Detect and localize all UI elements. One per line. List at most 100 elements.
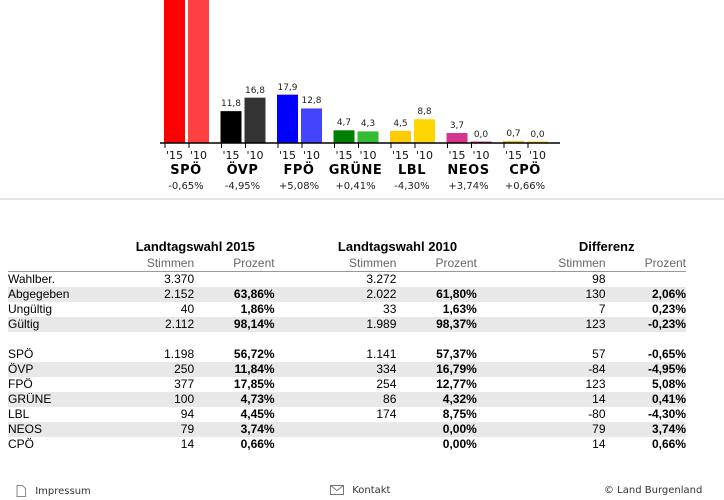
prozent-2015: 1,86% [240, 302, 275, 316]
data-label: 0,0 [473, 129, 489, 140]
stimmen-2010 [318, 422, 397, 437]
prozent-diff: 3,74% [605, 422, 686, 437]
stimmen-2015: 79 [116, 422, 195, 437]
stimmen-diff: 7 [598, 302, 606, 316]
table-row: FPÖ 377 17,85% 254 12,77% 123 5,08% [8, 377, 686, 392]
col-stimmen-2010: Stimmen [318, 256, 397, 272]
prozent-2010: 0,00% [442, 437, 477, 451]
prozent-diff: 0,23% [651, 302, 686, 316]
row-label: CPÖ [8, 437, 35, 451]
stimmen-2010: 33 [383, 302, 397, 316]
mail-icon [330, 485, 344, 495]
year-tick-label: '10 [528, 149, 547, 162]
bar-lbl-2015 [390, 130, 411, 143]
table-row: LBL 94 4,45% 174 8,75% -80 -4,30% [8, 407, 686, 422]
prozent-diff: 0,41% [605, 392, 686, 407]
data-label: 8,8 [417, 107, 432, 118]
prozent-2010: 4,32% [396, 392, 477, 407]
year-tick-label: '15 [504, 149, 523, 162]
prozent-diff: -0,65% [647, 347, 686, 361]
year-tick-label: '15 [391, 149, 410, 162]
stimmen-2015: 2.112 [116, 317, 195, 332]
chart-canvas [0, 0, 724, 200]
stimmen-diff: -84 [527, 362, 606, 377]
group-header-differenz: Differenz [578, 239, 635, 254]
bar-fpö-2015 [277, 94, 298, 143]
stimmen-diff: 123 [527, 317, 606, 332]
stimmen-2010: 3.272 [366, 272, 397, 286]
bar-spö-2010 [188, 0, 209, 143]
stimmen-diff: -80 [588, 407, 606, 421]
prozent-diff [606, 272, 686, 288]
impressum-link[interactable]: Impressum [16, 485, 91, 497]
stimmen-2010 [318, 437, 396, 452]
stimmen-2010: 174 [376, 407, 397, 421]
bar-lbl-2010 [414, 119, 435, 143]
prozent-2015: 56,72% [233, 347, 275, 361]
prozent-diff: 0,66% [651, 437, 686, 451]
results-table: Landtagswahl 2015 Landtagswahl 2010 Diff… [8, 237, 686, 452]
kontakt-label: Kontakt [352, 485, 391, 496]
stimmen-2015: 2.152 [116, 287, 195, 302]
document-icon [16, 485, 26, 497]
row-label: Abgegeben [8, 287, 117, 302]
data-label: 4,5 [393, 118, 408, 129]
table-row: GRÜNE 100 4,73% 86 4,32% 14 0,41% [8, 392, 686, 407]
prozent-2015: 63,86% [194, 287, 275, 302]
party-label: CPÖ [509, 163, 541, 178]
party-difference: +0,41% [335, 181, 376, 192]
bar-övp-2010 [244, 97, 266, 143]
prozent-2010: 8,75% [442, 407, 477, 421]
stimmen-2010: 254 [376, 377, 397, 391]
year-tick-label: '15 [165, 149, 184, 162]
prozent-2010 [396, 272, 476, 288]
kontakt-link[interactable]: Kontakt [330, 485, 390, 496]
year-tick-label: '10 [189, 149, 208, 162]
bar-spö-2015 [164, 0, 185, 143]
table-row: SPÖ 1.198 56,72% 1.141 57,37% 57 -0,65% [8, 347, 686, 362]
impressum-label: Impressum [35, 486, 91, 497]
col-stimmen-2015: Stimmen [116, 256, 195, 272]
party-label: FPÖ [283, 163, 315, 178]
data-label: 17,9 [277, 82, 298, 93]
stimmen-diff: 14 [592, 437, 606, 451]
year-tick-label: '15 [222, 149, 240, 162]
row-label: Gültig [8, 317, 117, 332]
group-header-2010: Landtagswahl 2010 [337, 239, 458, 254]
year-tick-label: '15 [278, 149, 297, 162]
table-row: Ungültig 40 1,86% 33 1,63% 7 0,23% [8, 302, 686, 317]
prozent-2010: 1,63% [442, 302, 477, 316]
prozent-2010: 16,79% [396, 362, 477, 377]
year-tick-label: '10 [472, 149, 490, 162]
row-label: NEOS [8, 422, 117, 437]
party-label: NEOS [447, 163, 490, 178]
party-difference: -0,65% [168, 181, 204, 192]
copyright-text: © Land Burgenland [604, 485, 703, 496]
results-bar-chart: '15'10 SPÖ -0,65% 11,8'15 16,8'10 ÖVP -4,95% 17… [0, 0, 724, 200]
footer: Impressum Kontakt © Land Burgenland [0, 480, 724, 500]
table-row: Gültig 2.112 98,14% 1.989 98,37% 123 -0,23% [8, 317, 686, 332]
party-difference: +3,74% [448, 181, 489, 192]
year-tick-label: '10 [246, 149, 264, 162]
prozent-2015 [194, 272, 274, 288]
stimmen-diff: 57 [592, 347, 606, 361]
data-label: 16,8 [244, 85, 266, 96]
stimmen-2010: 1.989 [318, 317, 397, 332]
data-label: 4,7 [336, 118, 352, 129]
stimmen-diff: 130 [527, 287, 606, 302]
bar-cpö-2015 [503, 141, 524, 143]
table-row: Abgegeben 2.152 63,86% 2.022 61,80% 130 2,06% [8, 287, 686, 302]
party-label: LBL [398, 163, 426, 178]
party-difference: +0,66% [504, 181, 546, 192]
prozent-2015: 98,14% [194, 317, 275, 332]
bar-grüne-2015 [333, 130, 355, 143]
stimmen-2015: 1.198 [164, 347, 195, 361]
prozent-2010: 12,77% [436, 377, 477, 391]
table-row: Wahlber. 3.370 3.272 98 [8, 272, 686, 288]
stimmen-diff: 79 [527, 422, 606, 437]
row-label: Wahlber. [8, 272, 55, 286]
prozent-2015: 0,66% [240, 437, 275, 451]
data-label: 0,0 [530, 129, 545, 140]
prozent-2010: 0,00% [396, 422, 477, 437]
year-tick-label: '10 [359, 149, 377, 162]
